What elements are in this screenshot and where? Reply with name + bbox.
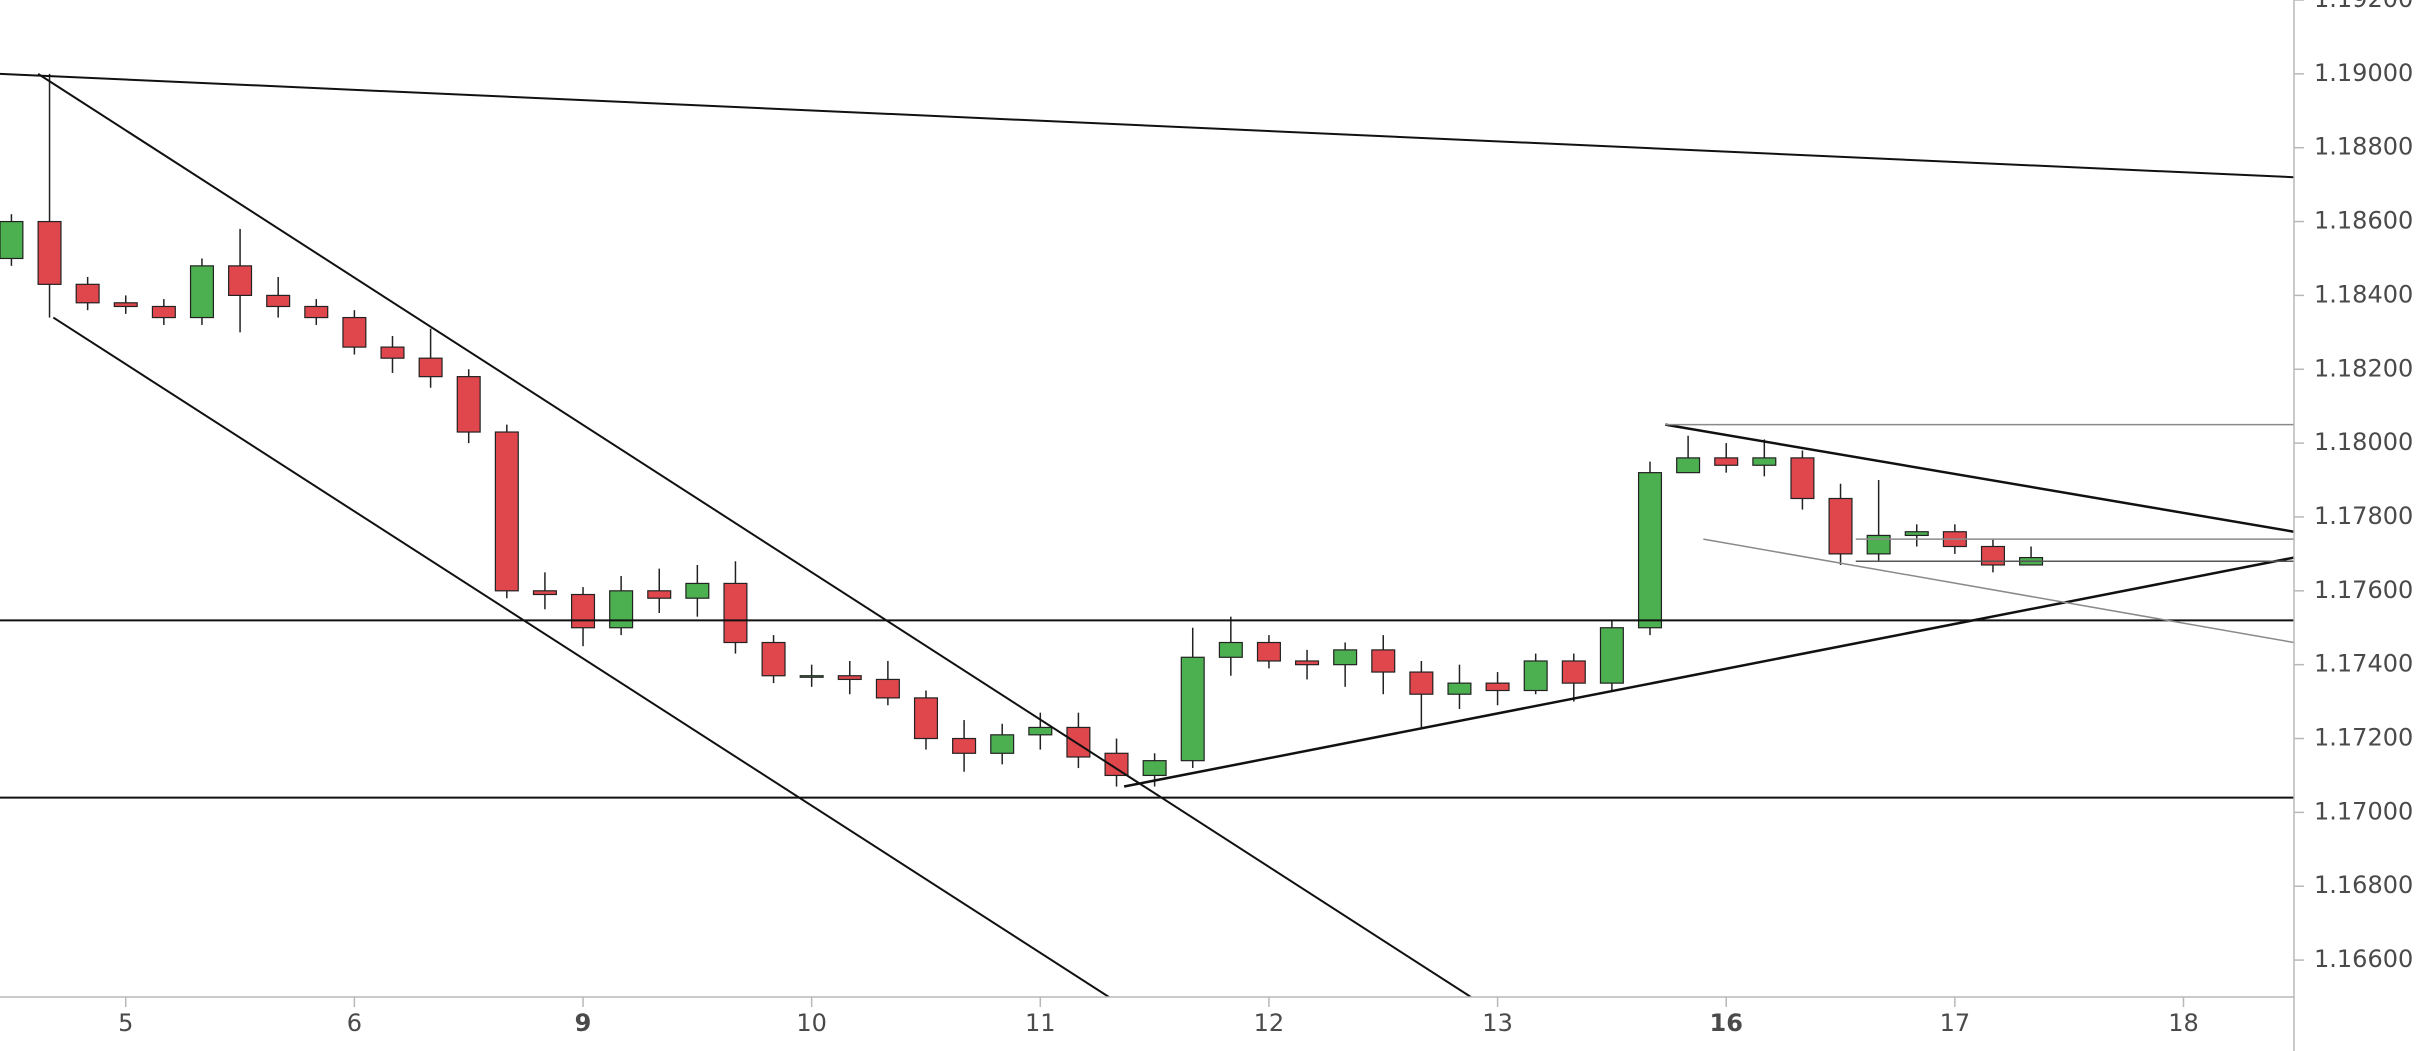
candle-body bbox=[113, 302, 138, 308]
candle-body bbox=[1904, 531, 1929, 537]
candle-body bbox=[799, 675, 824, 678]
candle-body bbox=[1028, 726, 1053, 736]
candle-body bbox=[609, 590, 634, 629]
x-tick-label: 17 bbox=[1940, 1009, 1971, 1037]
y-tick-label: 1.17000 bbox=[2314, 797, 2413, 825]
candle-body bbox=[342, 316, 367, 348]
y-tick-label: 1.17400 bbox=[2314, 650, 2413, 678]
candle-body bbox=[1752, 457, 1777, 466]
candle-body bbox=[189, 265, 214, 319]
candle-body bbox=[1218, 641, 1243, 658]
candle-body bbox=[0, 220, 24, 260]
y-tick-label: 1.18200 bbox=[2314, 354, 2413, 382]
y-tick-label: 1.17800 bbox=[2314, 502, 2413, 530]
candle-body bbox=[380, 346, 405, 359]
candle-body bbox=[723, 582, 748, 644]
y-tick-label: 1.19200 bbox=[2314, 0, 2413, 13]
candle-body bbox=[1485, 682, 1510, 692]
trend-line bbox=[1123, 556, 2294, 788]
x-tick-label: 18 bbox=[2168, 1009, 2199, 1037]
candle-body bbox=[570, 593, 596, 629]
y-tick-label: 1.18600 bbox=[2314, 207, 2413, 235]
y-tick-label: 1.19000 bbox=[2314, 59, 2413, 87]
candle-body bbox=[418, 357, 443, 378]
x-tick-label: 5 bbox=[118, 1009, 133, 1037]
candle-body bbox=[1180, 656, 1205, 762]
candle-body bbox=[1256, 641, 1281, 662]
x-tick-label: 6 bbox=[347, 1009, 362, 1037]
candle-body bbox=[1333, 649, 1358, 666]
y-tick-label: 1.18000 bbox=[2314, 428, 2413, 456]
candle-body bbox=[1371, 649, 1396, 673]
candle-body bbox=[1714, 457, 1739, 466]
candle-body bbox=[1142, 760, 1167, 777]
candle-body bbox=[952, 737, 977, 754]
x-tick-label: 13 bbox=[1482, 1009, 1513, 1037]
candle-body bbox=[266, 294, 291, 308]
candle-body bbox=[647, 590, 672, 599]
candle-body bbox=[304, 305, 329, 319]
candle-body bbox=[837, 675, 862, 681]
candle-body bbox=[1599, 627, 1624, 684]
y-tick-label: 1.17200 bbox=[2314, 724, 2413, 752]
candle-body bbox=[75, 283, 100, 304]
candle-body bbox=[1409, 671, 1434, 695]
x-tick-label: 12 bbox=[1254, 1009, 1285, 1037]
candle-body bbox=[1523, 660, 1548, 692]
candle-body bbox=[151, 305, 176, 319]
candle-body bbox=[1790, 457, 1815, 500]
y-tick-label: 1.18400 bbox=[2314, 280, 2413, 308]
candle-body bbox=[875, 678, 900, 699]
candle-body bbox=[1637, 472, 1663, 629]
trend-line bbox=[37, 73, 1472, 997]
x-tick-label: 16 bbox=[1710, 1009, 1743, 1037]
candle-body bbox=[1676, 457, 1701, 474]
candle-body bbox=[37, 220, 62, 285]
candle-body bbox=[532, 590, 557, 596]
candle-body bbox=[1104, 752, 1129, 777]
candle-body bbox=[1295, 660, 1320, 666]
candle-body bbox=[685, 582, 710, 599]
y-tick-label: 1.16800 bbox=[2314, 871, 2413, 899]
x-tick-label: 11 bbox=[1025, 1009, 1056, 1037]
candle-body bbox=[494, 431, 519, 592]
y-tick-label: 1.17600 bbox=[2314, 576, 2413, 604]
candle-body bbox=[1980, 545, 2005, 566]
x-tick-label: 9 bbox=[575, 1009, 592, 1037]
candle-body bbox=[456, 376, 481, 433]
y-tick-label: 1.18800 bbox=[2314, 133, 2413, 161]
trend-line bbox=[1703, 538, 2294, 644]
candle-body bbox=[1866, 534, 1891, 555]
trend-line bbox=[52, 316, 1110, 997]
trend-line bbox=[0, 72, 2294, 179]
candle-body bbox=[990, 734, 1015, 754]
candle-body bbox=[228, 265, 253, 297]
y-tick-label: 1.16600 bbox=[2314, 945, 2413, 973]
trend-line bbox=[1665, 423, 2294, 533]
candle-body bbox=[1066, 726, 1091, 758]
plot-area bbox=[0, 72, 2294, 997]
candle-body bbox=[761, 641, 786, 677]
candle-body bbox=[1828, 497, 1853, 555]
x-tick-label: 10 bbox=[796, 1009, 827, 1037]
candle-body bbox=[1447, 682, 1472, 695]
candle-body bbox=[1561, 660, 1586, 684]
candle-body bbox=[913, 697, 939, 740]
